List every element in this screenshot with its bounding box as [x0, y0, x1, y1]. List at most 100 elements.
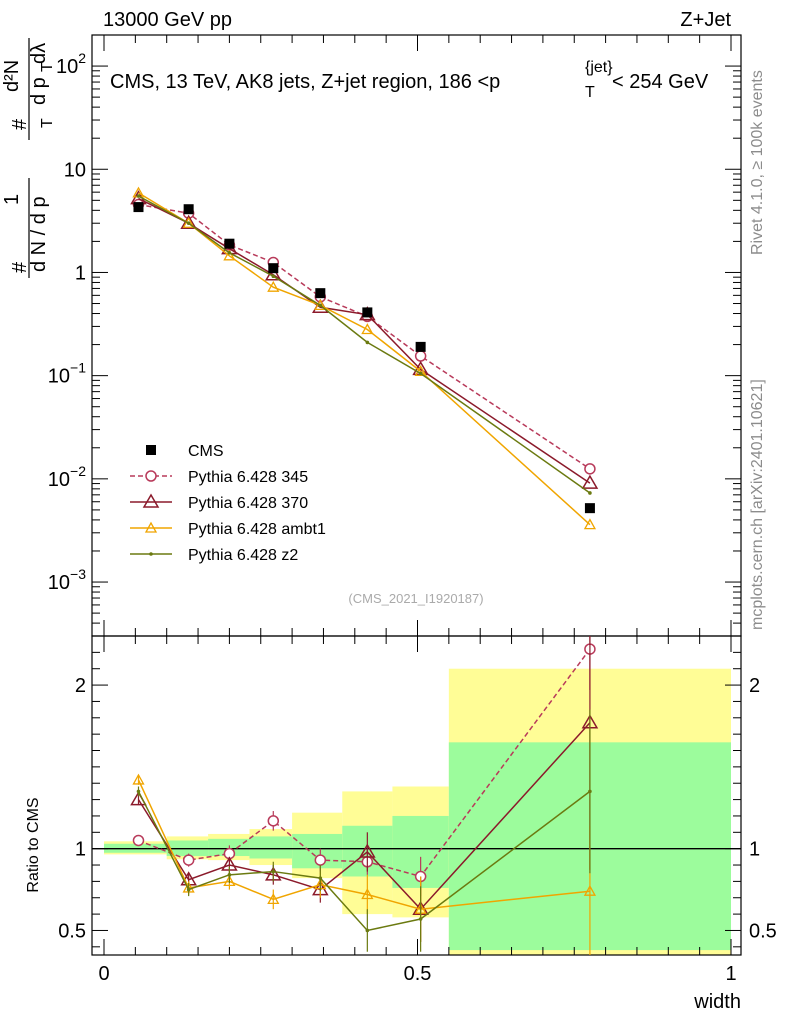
main-y-tick-label: 10−1: [48, 360, 86, 388]
main-series-line-3: [138, 195, 591, 494]
ratio-series-line-3: [137, 790, 591, 932]
main-series-3-point: [136, 194, 141, 198]
tick-base: 10: [48, 366, 70, 388]
main-frame: [91, 34, 742, 637]
main-series-2-point: [223, 249, 236, 261]
cms-data-point: [315, 288, 326, 299]
ylabel-denominator-left: d N / d p: [28, 196, 50, 272]
main-y-tick-label: 1: [75, 262, 86, 284]
ratio-series-3-point: [186, 887, 191, 892]
ratio-series-3-point: [227, 873, 232, 877]
legend-cms-label: CMS: [188, 443, 224, 460]
legend-label-2: Pythia 6.428 ambt1: [188, 521, 326, 538]
main-y-tick-label: 102: [56, 50, 86, 78]
ratio-y-tick-label-right: 0.5: [749, 920, 777, 942]
title-end: < 254 GeV: [612, 71, 709, 93]
main-y-tick-label: 10−3: [48, 566, 86, 594]
cms-data-point: [584, 503, 595, 514]
tick-base: 10: [56, 56, 78, 78]
legend-marker-0: [145, 470, 157, 482]
ratio-series-line-1: [137, 722, 591, 911]
main-y-tick-label: 10−2: [48, 463, 86, 491]
ratio-band-green: [249, 836, 293, 859]
main-series-2-point: [267, 280, 280, 292]
mcplots-label: mcplots.cern.ch [arXiv:2401.10621]: [749, 379, 766, 630]
tick-exponent: 2: [78, 50, 86, 66]
ratio-series-2-point: [267, 893, 280, 905]
ratio-y-tick-label-left: 0.5: [58, 920, 86, 942]
title-main-text: CMS, 13 TeV, AK8 jets, Z+jet region, 186…: [110, 71, 500, 93]
tick-base: 10: [48, 572, 70, 594]
process-label: Z+Jet: [680, 9, 731, 31]
ylabel-T: T: [39, 62, 56, 72]
legend: CMS Pythia 6.428 345 Pythia 6.428 370 Pythi…: [130, 443, 326, 564]
plot-title: CMS, 13 TeV, AK8 jets, Z+jet region, 186…: [110, 59, 709, 101]
ratio-series-2-point: [223, 875, 236, 887]
ratio-series-0-point: [132, 834, 145, 847]
main-series-2-point: [182, 216, 195, 228]
ratio-y-axis-label: Ratio to CMS: [25, 797, 42, 892]
tick-base: 10: [48, 469, 70, 491]
ratio-series-3-point: [365, 928, 370, 933]
ylabel-d2N: d²N: [1, 60, 23, 92]
ylabel-denominator-T: T: [39, 118, 56, 128]
tick-exponent: −3: [70, 566, 86, 582]
main-series-0-point: [584, 463, 596, 475]
x-axis-label: width: [693, 991, 741, 1013]
cms-data-point: [183, 204, 194, 215]
ratio-series-1-point: [359, 843, 376, 858]
title-main: CMS, 13 TeV, AK8 jets, Z+jet region, 186…: [110, 71, 500, 93]
main-series-2-point: [414, 365, 427, 377]
x-tick-label: 1: [725, 963, 736, 985]
legend-label-0: Pythia 6.428 345: [188, 469, 308, 486]
main-series-3-point: [418, 371, 423, 376]
cms-data-point: [133, 202, 144, 213]
ratio-y-tick-label-left: 2: [75, 675, 86, 697]
ratio-series-2-point: [583, 884, 597, 896]
ratio-series-2-point: [132, 773, 145, 785]
rivet-version-label: Rivet 4.1.0, ≥ 100k events: [749, 70, 766, 255]
legend-label-1: Pythia 6.428 370: [188, 495, 308, 512]
legend-marker-1: [142, 493, 160, 508]
main-series-3-point: [227, 251, 232, 255]
title-subscript: T: [585, 84, 595, 101]
legend-label-3: Pythia 6.428 z2: [188, 547, 298, 564]
cms-data-point: [415, 341, 426, 352]
ratio-series-3-point: [318, 876, 323, 880]
legend-marker-2: [144, 521, 158, 533]
main-series-0-point: [414, 350, 427, 362]
ratio-series-line-0: [138, 648, 591, 878]
x-tick-label: 0: [98, 963, 109, 985]
main-series-3-point: [186, 221, 191, 226]
main-series-2-point: [583, 518, 597, 530]
ratio-band-green: [208, 838, 250, 857]
main-series-2-point: [361, 323, 374, 335]
ratio-y-tick-label-right: 2: [749, 675, 760, 697]
analysis-reference: (CMS_2021_I1920187): [348, 591, 483, 606]
legend-marker-3: [149, 552, 153, 556]
main-series-1-point: [180, 214, 197, 229]
ratio-series-3-point: [271, 869, 276, 874]
tick-exponent: −1: [70, 360, 86, 376]
ratio-series-3-point: [418, 917, 423, 921]
cms-data-point: [268, 263, 279, 274]
main-y-axis-label: # 1 d N / d p T # d²N d p T dλ: [1, 38, 56, 278]
cms-data-point: [224, 238, 235, 249]
ylabel-hash-1: #: [9, 261, 31, 273]
main-series-3-point: [271, 274, 276, 278]
main-series-1-point: [581, 474, 599, 489]
ylabel-one: 1: [1, 194, 23, 205]
main-series-3-point: [365, 340, 370, 345]
ratio-series-3-point: [588, 789, 592, 794]
ylabel-hash-2: #: [9, 118, 31, 130]
ratio-series-0-point: [182, 854, 195, 866]
main-series-line-0: [138, 203, 591, 470]
ratio-y-tick-label-right: 1: [749, 839, 760, 861]
x-tick-label: 0.5: [404, 963, 432, 985]
ratio-y-tick-label-left: 1: [75, 839, 86, 861]
main-series-3-point: [588, 491, 592, 495]
energy-label: 13000 GeV pp: [103, 9, 232, 31]
ratio-series-3-point: [136, 789, 141, 794]
